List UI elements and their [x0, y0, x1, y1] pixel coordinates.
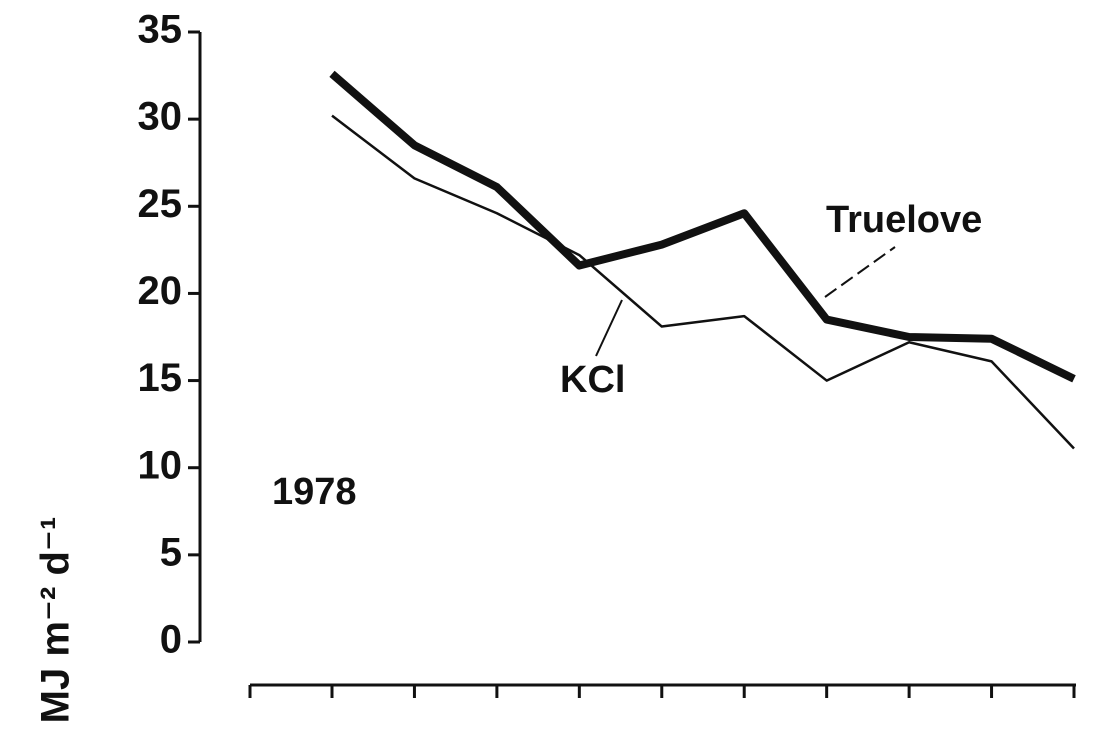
- y-tick-label: 15: [138, 356, 183, 400]
- leader-line: [595, 299, 623, 357]
- y-tick-label: 10: [138, 443, 183, 487]
- y-tick-label: 30: [138, 95, 183, 139]
- y-axis-label: MJ m⁻² d⁻¹: [34, 517, 78, 724]
- y-tick-label: 20: [138, 269, 183, 313]
- y-tick-label: 35: [138, 8, 183, 52]
- y-tick-label: 5: [160, 530, 182, 574]
- annotation: 1978: [272, 471, 357, 513]
- series-line: [329, 70, 1076, 383]
- series-label: Truelove: [826, 199, 982, 241]
- y-tick-label: 0: [160, 618, 182, 662]
- leader-line: [824, 246, 896, 298]
- y-tick-label: 25: [138, 182, 183, 226]
- series-label: KCl: [560, 359, 625, 401]
- series-line: [331, 114, 1075, 450]
